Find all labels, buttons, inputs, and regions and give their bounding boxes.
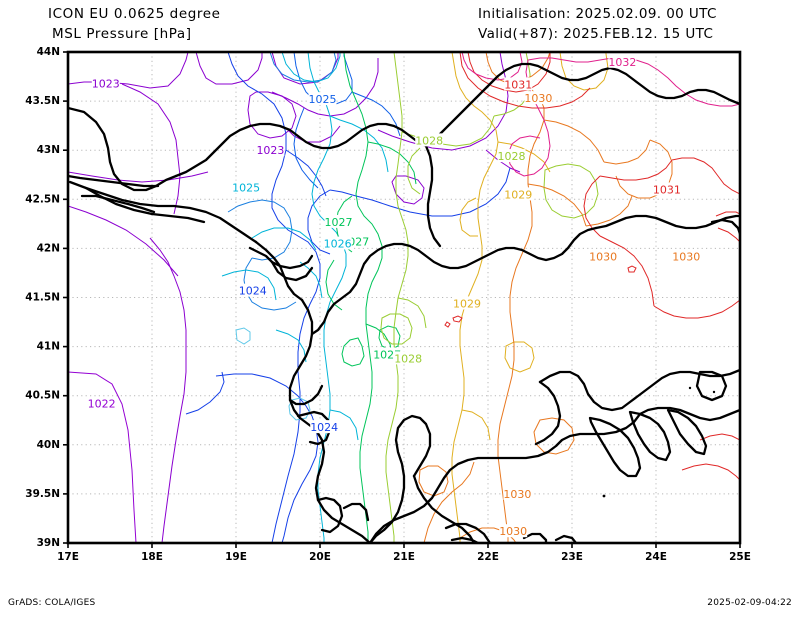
contour-label-mask <box>415 133 444 147</box>
y-axis-label: 43.5N <box>25 95 60 107</box>
y-axis-label: 41N <box>37 341 60 353</box>
y-axis-label: 41.5N <box>25 292 60 304</box>
contour-label: 1029 <box>453 297 481 310</box>
plot-frame <box>66 50 742 545</box>
contour-label: 1030 <box>589 250 617 263</box>
x-axis-label: 17E <box>57 551 79 563</box>
contour-label: 1028 <box>415 134 443 147</box>
contour-label: 1028 <box>498 150 526 163</box>
contour-labels: 1023102510231025103110301032102810281031… <box>87 54 701 538</box>
footer-timestamp: 2025-02-09-04:22 <box>707 598 792 608</box>
contour-label: 1032 <box>608 56 636 69</box>
contour-1026 <box>221 52 389 543</box>
contour-label-mask <box>453 296 481 310</box>
contour-1029 <box>451 52 609 543</box>
contour-label: 1023 <box>92 77 120 90</box>
initialisation-text: Initialisation: 2025.02.09. 00 UTC <box>478 6 717 22</box>
contour-label: 1030 <box>524 92 552 105</box>
contour-label-mask <box>394 351 423 365</box>
x-axis-label: 24E <box>645 551 667 563</box>
contour-label-mask <box>652 182 681 196</box>
contour-label: 1022 <box>88 398 116 411</box>
contour-layer <box>68 52 740 543</box>
contour-label: 1026 <box>324 237 352 250</box>
contour-label-mask <box>608 54 637 68</box>
contour-1031 <box>444 52 740 481</box>
footer-credit: GrADS: COLA/IGES <box>8 598 96 608</box>
contour-label-mask <box>238 283 267 297</box>
y-axis-label: 39.5N <box>25 488 60 500</box>
contour-label: 1029 <box>504 188 532 201</box>
gridlines <box>68 52 740 543</box>
contour-label-mask <box>589 249 618 263</box>
y-axis-label: 42.5N <box>25 193 60 205</box>
x-axis-label: 18E <box>141 551 163 563</box>
contour-label-mask <box>256 143 285 157</box>
y-axis-label: 42N <box>37 242 60 254</box>
contour-label-mask <box>87 396 116 410</box>
contour-label-mask <box>91 76 120 90</box>
contour-label-mask <box>310 420 339 434</box>
contour-label: 1025 <box>309 93 337 106</box>
contour-label: 1028 <box>394 352 422 365</box>
contour-label: 1027 <box>324 216 352 229</box>
axis-ticks: 17E 18E 19E 20E 21E 22E 23E 24E 25E 39N 39.5N 40N 40… <box>25 46 751 563</box>
contour-label-mask <box>308 92 337 106</box>
contour-1023 <box>68 52 521 543</box>
contour-label-mask <box>504 77 533 91</box>
model-title: ICON EU 0.0625 degree <box>48 6 221 22</box>
contour-label-mask <box>524 91 553 105</box>
contour-label: 1024 <box>239 285 267 298</box>
y-axis-label: 44N <box>37 46 60 58</box>
contour-1022 <box>68 371 137 543</box>
x-axis-label: 25E <box>729 551 751 563</box>
contour-label-mask <box>323 236 352 250</box>
x-axis-label: 22E <box>477 551 499 563</box>
contour-label: 1030 <box>672 250 700 263</box>
contour-label: 1023 <box>256 144 284 157</box>
coastline-borders <box>68 62 740 543</box>
x-axis-label: 23E <box>561 551 583 563</box>
contour-label: 1024 <box>310 421 338 434</box>
contour-label-mask <box>324 214 353 228</box>
islands <box>602 386 716 498</box>
field-title: MSL Pressure [hPa] <box>52 26 192 42</box>
contour-label-mask <box>503 486 532 500</box>
contour-label: 1025 <box>232 182 260 195</box>
y-axis-label: 40N <box>37 439 60 451</box>
contour-label-mask <box>232 180 261 194</box>
x-axis-label: 20E <box>309 551 331 563</box>
y-axis-label: 40.5N <box>25 390 60 402</box>
y-axis-label: 39N <box>37 537 60 549</box>
contour-label-mask <box>672 249 701 263</box>
contour-label: 1030 <box>499 525 527 538</box>
contour-label: 1031 <box>653 183 681 196</box>
y-axis-label: 43N <box>37 144 60 156</box>
contour-label: 1030 <box>503 488 531 501</box>
contour-1026-loop <box>235 327 311 421</box>
valid-time-text: Valid(+87): 2025.FEB.12. 15 UTC <box>478 26 714 42</box>
contour-label-mask <box>499 524 528 538</box>
x-axis-label: 21E <box>393 551 415 563</box>
contour-label: 1031 <box>504 78 532 91</box>
contour-label-mask <box>504 187 533 201</box>
x-axis-label: 19E <box>225 551 247 563</box>
contour-label-mask <box>497 149 526 163</box>
